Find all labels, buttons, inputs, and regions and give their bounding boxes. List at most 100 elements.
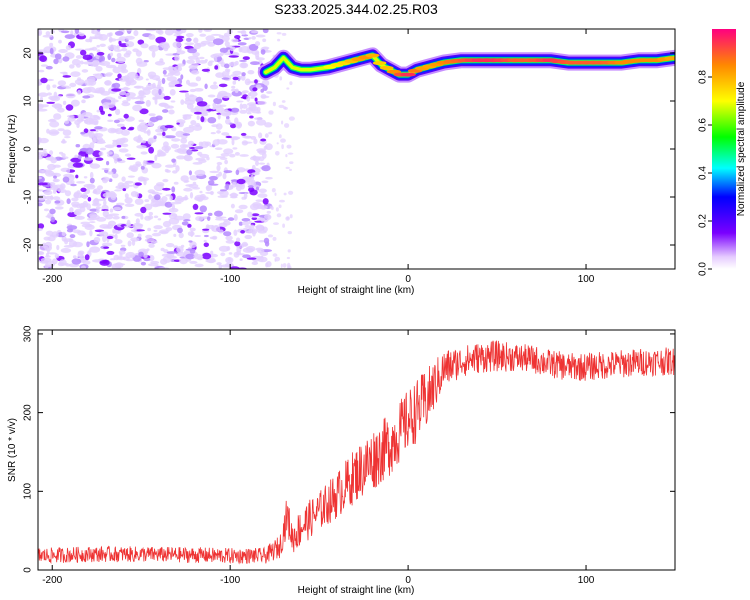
noise-blob: [282, 223, 285, 228]
noise-blob: [250, 30, 259, 34]
noise-blob: [186, 149, 193, 156]
noise-blob: [252, 87, 258, 92]
noise-blob: [76, 63, 81, 68]
noise-blob: [81, 112, 93, 117]
noise-blob: [41, 169, 53, 174]
noise-blob: [277, 38, 281, 42]
noise-blob: [173, 259, 181, 263]
noise-blob: [112, 215, 120, 220]
noise-blob: [196, 42, 207, 47]
noise-blob: [194, 146, 204, 150]
noise-blob: [147, 122, 155, 127]
noise-blob: [264, 133, 269, 138]
noise-blob: [182, 133, 191, 136]
noise-blob: [151, 88, 159, 96]
noise-blob: [173, 233, 177, 237]
noise-blob: [233, 214, 238, 221]
noise-blob: [84, 78, 94, 86]
noise-blob: [205, 35, 215, 42]
noise-blob: [56, 244, 60, 251]
noise-blob: [125, 222, 132, 226]
noise-blob: [111, 57, 116, 63]
noise-blob: [107, 171, 114, 175]
colorbar-tick-label: 0.4: [698, 166, 709, 180]
noise-blob: [145, 234, 153, 239]
noise-blob: [225, 257, 234, 264]
noise-blob: [196, 101, 208, 107]
noise-blob: [123, 113, 129, 119]
noise-blob: [93, 236, 101, 243]
noise-blob: [45, 230, 54, 236]
noise-blob: [105, 96, 113, 100]
x-tick-label: 0: [405, 274, 411, 285]
noise-blob: [148, 34, 156, 40]
snr-frame: [37, 329, 676, 571]
noise-blob: [183, 187, 193, 192]
noise-blob: [140, 165, 145, 170]
noise-blob: [218, 245, 230, 252]
noise-blob: [123, 75, 130, 82]
noise-blob: [269, 205, 274, 210]
noise-blob: [234, 209, 244, 214]
noise-blob: [192, 52, 200, 57]
noise-blob: [50, 96, 61, 102]
noise-blob: [234, 241, 241, 247]
noise-blob: [180, 99, 185, 105]
noise-blob: [116, 52, 122, 58]
noise-blob: [153, 215, 159, 219]
noise-blob: [112, 229, 120, 234]
noise-blob: [67, 116, 76, 122]
spectrogram-y-label: Frequency (Hz): [7, 115, 18, 184]
x-tick-label: 100: [578, 575, 595, 586]
noise-blob: [40, 77, 48, 84]
noise-blob: [118, 95, 122, 100]
noise-blob: [287, 152, 294, 155]
noise-blob: [199, 190, 203, 194]
noise-blob: [154, 97, 158, 105]
noise-blob: [259, 240, 265, 243]
noise-blob: [281, 120, 284, 125]
noise-blob: [258, 188, 267, 194]
y-tick-label: 300: [23, 325, 34, 342]
noise-blob: [234, 152, 240, 156]
noise-blob: [143, 60, 149, 63]
noise-blob: [204, 234, 209, 238]
noise-blob: [237, 42, 247, 46]
noise-blob: [134, 75, 144, 81]
noise-blob: [38, 182, 48, 186]
noise-blob: [58, 39, 62, 44]
noise-blob: [230, 74, 239, 77]
noise-blob: [133, 29, 139, 37]
noise-blob: [39, 245, 49, 251]
noise-blob: [148, 211, 153, 216]
noise-blob: [162, 212, 172, 215]
noise-blob: [75, 144, 81, 148]
noise-blob: [204, 59, 208, 62]
noise-blob: [150, 240, 158, 244]
noise-blob: [108, 213, 120, 216]
x-tick-label: 100: [578, 274, 595, 285]
noise-blob: [70, 183, 77, 187]
noise-blob: [74, 48, 84, 51]
noise-blob: [166, 76, 177, 82]
noise-blob: [223, 32, 231, 37]
noise-blob: [40, 96, 43, 102]
noise-blob: [94, 73, 103, 80]
noise-blob: [200, 141, 209, 149]
noise-blob: [71, 99, 80, 107]
noise-blob: [286, 144, 292, 149]
noise-blob: [66, 167, 71, 174]
noise-blob: [199, 193, 206, 200]
snr-y-axis: 0 100 200 300: [23, 325, 675, 573]
noise-blob: [217, 92, 224, 99]
noise-blob: [201, 68, 210, 72]
ridge-peak: [400, 72, 416, 77]
noise-blob: [199, 33, 207, 37]
noise-blob: [177, 31, 181, 37]
noise-blob: [272, 253, 278, 257]
noise-blob: [249, 224, 255, 229]
noise-blob: [219, 189, 227, 192]
noise-blob: [137, 233, 142, 238]
noise-blob: [147, 227, 152, 232]
noise-blob: [202, 228, 210, 231]
